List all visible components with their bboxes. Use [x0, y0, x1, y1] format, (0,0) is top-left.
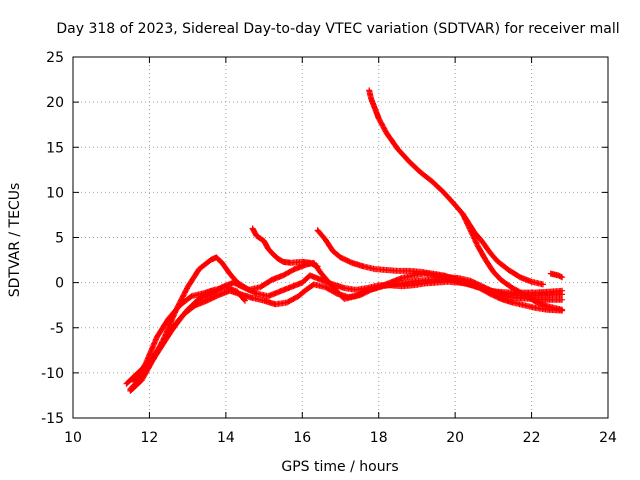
y-tick-label: 25 [46, 50, 64, 66]
series-track-i [547, 270, 566, 281]
x-tick-label: 20 [446, 430, 464, 446]
x-tick-label: 10 [64, 430, 82, 446]
series-track-f [314, 227, 566, 314]
y-tick-label: 5 [55, 231, 64, 247]
x-tick-label: 18 [370, 430, 388, 446]
series-track-h [459, 211, 566, 313]
chart-title: Day 318 of 2023, Sidereal Day-to-day VTE… [56, 21, 619, 37]
y-tick-label: -5 [50, 321, 64, 337]
y-tick-label: 15 [46, 140, 64, 156]
y-tick-label: 10 [46, 185, 64, 201]
y-axis-label: SDTVAR / TECUs [7, 183, 23, 298]
x-tick-label: 16 [293, 430, 311, 446]
x-tick-label: 12 [141, 430, 159, 446]
x-axis-label: GPS time / hours [281, 459, 398, 475]
series-track-d [131, 284, 248, 385]
y-tick-label: -10 [41, 366, 64, 382]
x-tick-label: 24 [599, 430, 617, 446]
data-marks [123, 87, 566, 394]
x-tick-label: 22 [523, 430, 541, 446]
series-track-e [249, 225, 321, 270]
x-tick-label: 14 [217, 430, 235, 446]
y-tick-label: 20 [46, 95, 64, 111]
y-tick-label: -15 [41, 411, 64, 427]
y-tick-label: 0 [55, 276, 64, 292]
axis-ticks: 10 12 14 16 18 20 22 24 -15 -10 -5 0 5 10 15 20 25 [41, 50, 617, 446]
